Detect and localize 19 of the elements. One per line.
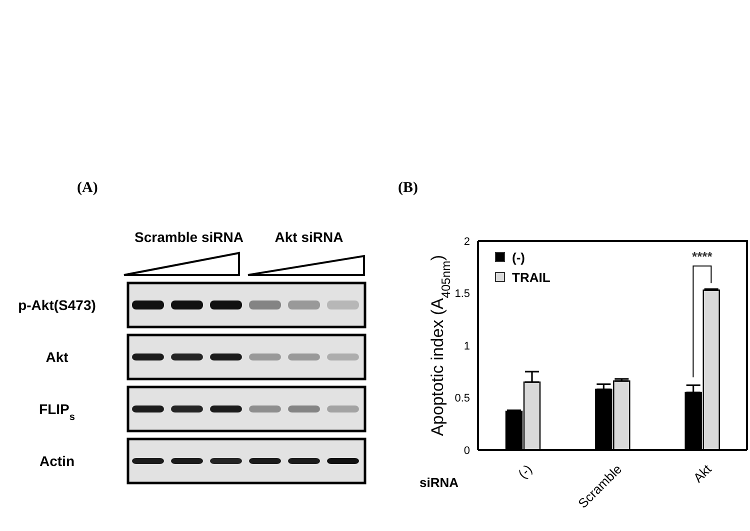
text: Scramble siRNA — [134, 229, 244, 245]
text: FLIP$_{s}$ — [39, 401, 76, 422]
x-tick-label: Akt — [690, 461, 715, 486]
annotation: **** — [692, 249, 714, 264]
chart-title: (B) — [398, 180, 418, 196]
x-tick-label: (-) — [515, 462, 535, 482]
text: (A) — [77, 180, 98, 196]
text: Akt — [46, 349, 69, 365]
y-tick-label: 1.5 — [454, 288, 470, 300]
y-tick-label: 1 — [464, 340, 470, 352]
y-tick-label: 2 — [464, 236, 470, 248]
text: Akt siRNA — [274, 229, 344, 245]
text: p-Akt(S473) — [18, 297, 96, 313]
y-tick-label: 0 — [464, 444, 470, 457]
legend-label: TRAIL — [512, 270, 550, 284]
y-tick-label: 0.5 — [454, 392, 470, 405]
x-axis-title: siRNA — [419, 475, 460, 490]
legend-label: (-) — [512, 250, 525, 264]
text: Actin — [40, 453, 74, 469]
